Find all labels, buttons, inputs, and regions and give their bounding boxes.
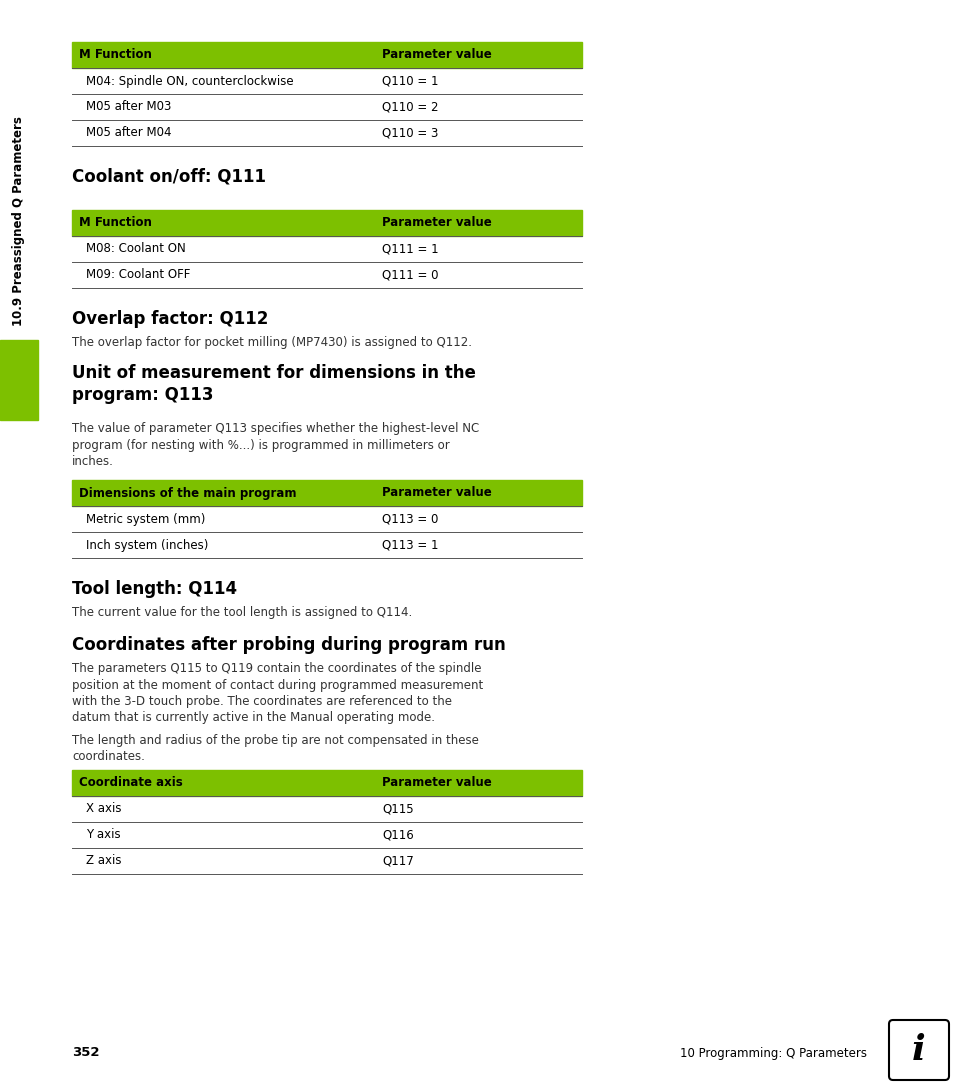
Text: Y axis: Y axis — [86, 828, 120, 841]
Bar — [71, 480, 581, 506]
Text: Q113 = 1: Q113 = 1 — [381, 539, 438, 551]
Bar — [71, 41, 581, 68]
Text: i: i — [911, 1033, 925, 1067]
Text: Coordinates after probing during program run: Coordinates after probing during program… — [71, 636, 505, 654]
Text: The overlap factor for pocket milling (MP7430) is assigned to Q112.: The overlap factor for pocket milling (M… — [71, 336, 472, 349]
Text: Q116: Q116 — [381, 828, 414, 841]
Bar — [0, 340, 38, 420]
Bar — [71, 209, 581, 236]
Text: Q113 = 0: Q113 = 0 — [381, 513, 438, 526]
Text: The value of parameter Q113 specifies whether the highest-level NC
program (for : The value of parameter Q113 specifies wh… — [71, 422, 478, 468]
Text: M Function: M Function — [79, 216, 152, 229]
Text: Q111 = 0: Q111 = 0 — [381, 268, 438, 281]
Text: Q111 = 1: Q111 = 1 — [381, 242, 438, 255]
Text: Parameter value: Parameter value — [381, 216, 491, 229]
Text: 10.9 Preassigned Q Parameters: 10.9 Preassigned Q Parameters — [12, 116, 26, 326]
Text: M09: Coolant OFF: M09: Coolant OFF — [86, 268, 191, 281]
Text: Q110 = 3: Q110 = 3 — [381, 127, 438, 140]
FancyBboxPatch shape — [888, 1020, 948, 1080]
Text: Q110 = 1: Q110 = 1 — [381, 74, 438, 87]
Text: Q110 = 2: Q110 = 2 — [381, 100, 438, 113]
Text: The current value for the tool length is assigned to Q114.: The current value for the tool length is… — [71, 606, 412, 619]
Text: M05 after M03: M05 after M03 — [86, 100, 172, 113]
Text: M05 after M04: M05 after M04 — [86, 127, 172, 140]
Text: Z axis: Z axis — [86, 854, 121, 867]
Text: Unit of measurement for dimensions in the
program: Q113: Unit of measurement for dimensions in th… — [71, 364, 476, 404]
Text: Coolant on/off: Q111: Coolant on/off: Q111 — [71, 168, 266, 185]
Text: Dimensions of the main program: Dimensions of the main program — [79, 487, 296, 500]
Text: Q115: Q115 — [381, 803, 414, 815]
Text: Inch system (inches): Inch system (inches) — [86, 539, 208, 551]
Text: Parameter value: Parameter value — [381, 48, 491, 61]
Text: Coordinate axis: Coordinate axis — [79, 777, 183, 790]
Text: Parameter value: Parameter value — [381, 777, 491, 790]
Text: The length and radius of the probe tip are not compensated in these
coordinates.: The length and radius of the probe tip a… — [71, 734, 478, 764]
Text: X axis: X axis — [86, 803, 121, 815]
Text: Metric system (mm): Metric system (mm) — [86, 513, 205, 526]
Text: Parameter value: Parameter value — [381, 487, 491, 500]
Text: 352: 352 — [71, 1046, 99, 1059]
Text: M04: Spindle ON, counterclockwise: M04: Spindle ON, counterclockwise — [86, 74, 294, 87]
Text: Tool length: Q114: Tool length: Q114 — [71, 580, 237, 598]
Text: The parameters Q115 to Q119 contain the coordinates of the spindle
position at t: The parameters Q115 to Q119 contain the … — [71, 662, 483, 724]
Text: Q117: Q117 — [381, 854, 414, 867]
Text: Overlap factor: Q112: Overlap factor: Q112 — [71, 310, 268, 328]
Text: 10 Programming: Q Parameters: 10 Programming: Q Parameters — [679, 1046, 866, 1059]
Text: M Function: M Function — [79, 48, 152, 61]
Text: M08: Coolant ON: M08: Coolant ON — [86, 242, 186, 255]
Bar — [71, 770, 581, 796]
